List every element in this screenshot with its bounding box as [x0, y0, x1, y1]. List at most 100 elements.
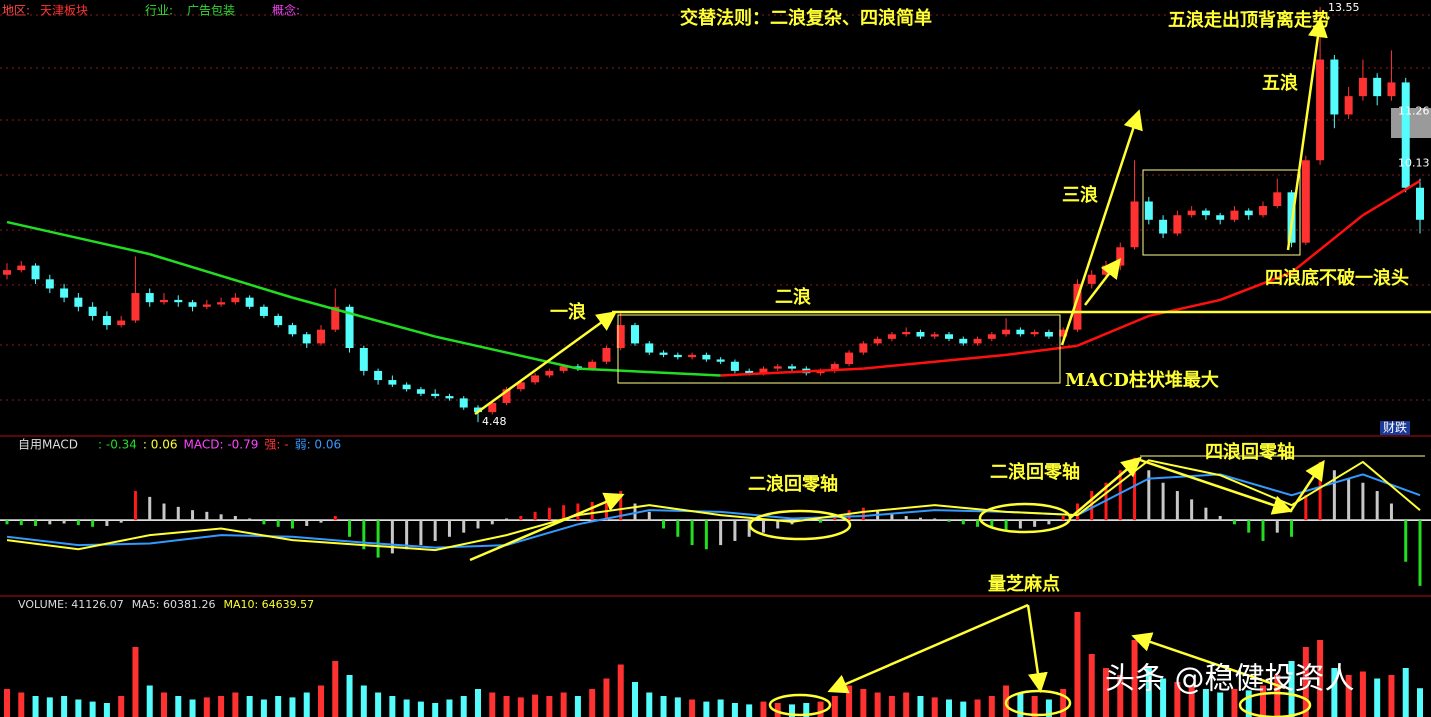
readout: : -0.34: [98, 438, 137, 452]
macd-bar: [1232, 520, 1236, 525]
highlight-ellipses: [748, 502, 1312, 717]
arrows: [469, 17, 1328, 694]
volume-bar: [1345, 675, 1352, 717]
macd-bar: [1332, 470, 1336, 521]
candle-body: [160, 299, 168, 303]
volume-bar: [460, 696, 467, 717]
volume-bar: [389, 696, 396, 717]
candle-body: [1259, 206, 1267, 216]
macd-bar: [576, 503, 580, 521]
macd-bar: [1004, 520, 1008, 531]
macd-bar: [976, 520, 980, 527]
candle-body: [1344, 96, 1353, 115]
candle-body: [945, 334, 953, 339]
volume-bar: [4, 689, 10, 717]
volume-bar: [46, 697, 53, 717]
macd-bar: [1418, 520, 1422, 586]
macd-bar: [419, 520, 423, 546]
candle-body: [431, 393, 440, 397]
macd-bar: [248, 518, 252, 521]
readout: MA5: 60381.26: [132, 598, 216, 611]
macd-bar: [1175, 491, 1179, 521]
watermark: 头条 @稳健投资人: [1105, 662, 1355, 697]
macd-bar: [633, 503, 637, 521]
volume-bar: [1359, 671, 1366, 717]
volume-bar: [1388, 675, 1395, 717]
candle-body: [74, 297, 83, 307]
macd-bar: [348, 520, 352, 537]
candle-body: [688, 354, 697, 358]
macd-bar: [1404, 520, 1408, 562]
macd-bar: [847, 510, 851, 521]
candle-body: [1401, 82, 1410, 188]
candle-body: [31, 265, 40, 280]
volume-bar: [860, 689, 867, 717]
candle-body: [1416, 187, 1424, 220]
candle-body: [602, 348, 611, 362]
candle-body: [716, 359, 725, 362]
macd-bar: [1290, 520, 1294, 537]
macd-bar: [1275, 520, 1279, 533]
volume-bar: [1031, 696, 1038, 717]
macd-bar: [733, 520, 737, 541]
volume-bar: [803, 703, 810, 717]
volume-bar: [1202, 689, 1209, 717]
candle-body: [1002, 329, 1011, 335]
candle-body: [45, 279, 54, 289]
candle-body: [488, 402, 497, 413]
moving-average: [1219, 271, 1292, 302]
volume-bar: [1017, 692, 1024, 717]
macd-bar: [233, 516, 237, 521]
readout: VOLUME: 41126.07: [18, 598, 124, 611]
macd-bar: [119, 520, 123, 523]
volume-bar: [346, 675, 353, 717]
readout: 强: -: [264, 438, 288, 452]
volume-bar: [532, 694, 539, 717]
macd-bar: [1190, 499, 1194, 521]
volume-bar: [403, 699, 410, 717]
candle-body: [288, 325, 297, 335]
volume-bar: [161, 692, 167, 717]
volume-bar: [260, 699, 267, 717]
candle-body: [188, 302, 197, 307]
macd-bar: [676, 520, 680, 537]
macd-bar: [19, 520, 23, 526]
volume-bar: [960, 701, 967, 717]
volume-bar: [189, 699, 196, 717]
annotation: 四浪底不破一浪头: [1265, 267, 1409, 289]
price-tag-bg: [1391, 108, 1431, 138]
candle-body: [60, 288, 69, 298]
header-value: 广告包装: [187, 4, 235, 18]
candle-body: [816, 370, 825, 374]
candle-body: [474, 407, 482, 413]
candle-body: [645, 343, 654, 353]
volume-bar: [1274, 675, 1281, 717]
volume-bar: [1331, 668, 1338, 717]
volume-bar: [717, 699, 724, 717]
macd-bar: [376, 520, 380, 558]
macd-bar: [290, 520, 294, 529]
volume-bar: [946, 699, 952, 717]
macd-bar: [176, 506, 180, 521]
candle-body: [1073, 283, 1082, 330]
volume-bar: [146, 685, 153, 717]
macd-bar: [1304, 495, 1308, 521]
annotation: 五浪走出顶背离走势: [1168, 9, 1330, 31]
volume-bar: [218, 696, 225, 717]
macd-bar: [533, 511, 537, 521]
volume-bar: [988, 696, 995, 717]
macd-bar: [490, 520, 494, 525]
candle-body: [1187, 210, 1196, 216]
macd-bar: [747, 520, 751, 537]
macd-bar: [861, 507, 865, 521]
volume-bar: [1188, 685, 1195, 717]
moving-average: [1362, 179, 1421, 217]
volume-bar: [89, 701, 96, 717]
macd-bar: [761, 520, 765, 533]
volume-bar: [1045, 699, 1052, 717]
candle-body: [317, 329, 325, 344]
moving-average: [577, 367, 721, 377]
badge-bg: [1380, 421, 1410, 435]
macd-bar: [1018, 520, 1022, 529]
candle-body: [1316, 59, 1325, 161]
